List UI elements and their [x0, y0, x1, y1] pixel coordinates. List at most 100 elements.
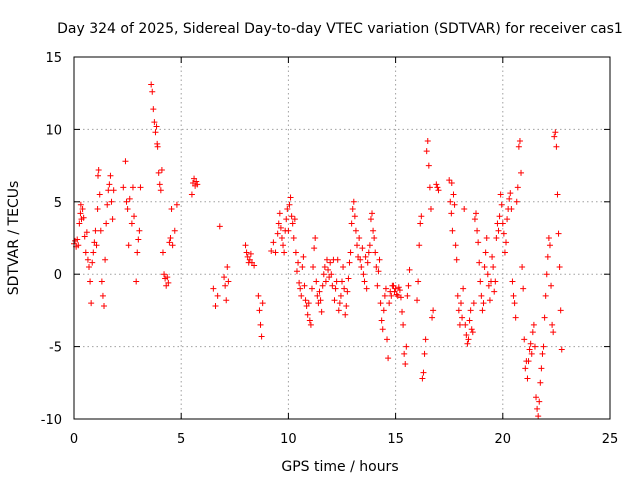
- data-point: [212, 303, 219, 310]
- data-point: [462, 321, 469, 328]
- data-point: [291, 216, 298, 223]
- data-point: [512, 314, 519, 321]
- data-point: [479, 307, 486, 314]
- data-point: [416, 242, 423, 249]
- data-point: [287, 194, 294, 201]
- data-point: [501, 249, 508, 256]
- data-point: [379, 326, 386, 333]
- data-point: [167, 235, 174, 241]
- data-point: [126, 195, 133, 202]
- data-point: [295, 259, 302, 266]
- data-point: [498, 201, 505, 208]
- data-point: [528, 350, 535, 357]
- data-point: [89, 259, 96, 266]
- data-point: [467, 307, 474, 314]
- data-point: [341, 285, 348, 292]
- data-point: [493, 235, 500, 241]
- data-point: [449, 227, 456, 234]
- data-point: [468, 326, 475, 333]
- data-point: [543, 271, 550, 278]
- data-point: [311, 245, 318, 252]
- data-point: [188, 191, 195, 198]
- data-point: [455, 307, 462, 314]
- data-point: [430, 307, 437, 314]
- data-point: [224, 263, 231, 270]
- data-point: [136, 227, 143, 234]
- data-point: [214, 292, 221, 299]
- data-point: [313, 278, 320, 285]
- data-point: [151, 119, 158, 126]
- data-point: [477, 278, 484, 285]
- data-point: [80, 214, 87, 221]
- data-point: [478, 292, 485, 299]
- data-point: [557, 307, 564, 314]
- data-point: [396, 287, 403, 294]
- data-point: [125, 242, 132, 249]
- data-point: [106, 181, 113, 188]
- data-point: [93, 242, 100, 249]
- data-point: [339, 278, 345, 285]
- data-point: [421, 350, 428, 357]
- data-point: [148, 81, 155, 88]
- data-point: [381, 292, 388, 299]
- data-point: [258, 333, 265, 340]
- data-point: [461, 206, 468, 213]
- data-point: [361, 278, 368, 285]
- data-point: [299, 263, 306, 270]
- x-tick-label: 20: [495, 432, 512, 447]
- data-point: [357, 256, 364, 263]
- data-point: [334, 256, 341, 263]
- chart-title: Day 324 of 2025, Sidereal Day-to-day VTE…: [57, 21, 623, 37]
- data-point: [385, 355, 392, 362]
- data-point: [173, 201, 180, 208]
- data-point: [382, 285, 389, 292]
- data-point: [336, 300, 343, 307]
- data-point: [333, 278, 340, 285]
- data-point: [386, 300, 393, 307]
- data-point: [544, 253, 551, 260]
- x-tick-label: 10: [280, 432, 297, 447]
- data-point: [104, 201, 111, 208]
- data-point: [546, 242, 553, 249]
- data-point: [553, 143, 560, 150]
- data-point: [306, 317, 313, 324]
- data-point: [447, 198, 454, 205]
- data-point: [376, 256, 383, 263]
- data-point: [340, 263, 347, 270]
- data-point: [290, 235, 297, 241]
- plot-frame: [73, 56, 611, 420]
- data-point: [286, 201, 293, 208]
- x-tick-label: 25: [602, 432, 619, 447]
- data-point: [171, 227, 178, 234]
- data-point: [534, 405, 541, 412]
- data-point: [302, 297, 309, 304]
- data-point: [154, 143, 161, 150]
- data-point: [453, 256, 460, 263]
- data-point: [495, 227, 502, 234]
- data-point: [300, 253, 307, 260]
- data-point: [101, 303, 108, 310]
- data-point: [494, 220, 501, 227]
- data-point: [312, 235, 319, 241]
- data-point: [316, 288, 323, 295]
- data-point: [366, 242, 373, 249]
- data-point: [328, 271, 335, 278]
- data-point: [123, 198, 130, 205]
- data-point: [79, 206, 86, 213]
- data-point: [555, 230, 562, 237]
- data-point: [331, 297, 338, 304]
- data-point: [466, 317, 473, 324]
- data-point: [322, 278, 329, 285]
- data-point: [247, 250, 254, 257]
- data-point: [425, 162, 432, 169]
- data-point: [275, 220, 282, 227]
- data-point: [342, 311, 349, 318]
- data-point: [298, 292, 305, 299]
- data-point: [363, 285, 370, 292]
- data-point: [422, 336, 429, 343]
- data-point: [129, 184, 136, 191]
- data-point: [310, 263, 317, 270]
- y-tick-label: -5: [49, 341, 62, 356]
- data-point: [301, 282, 308, 289]
- data-point: [426, 184, 433, 191]
